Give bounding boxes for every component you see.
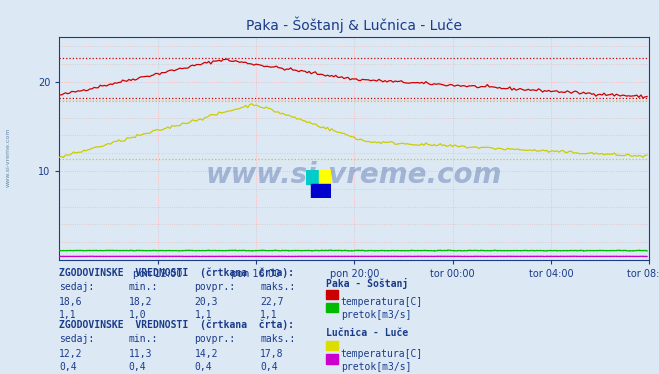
Text: 1,1: 1,1 <box>260 310 278 321</box>
Text: www.si-vreme.com: www.si-vreme.com <box>5 127 11 187</box>
Title: Paka - Šoštanj & Lučnica - Luče: Paka - Šoštanj & Lučnica - Luče <box>246 17 462 33</box>
Text: ZGODOVINSKE  VREDNOSTI  (črtkana  črta):: ZGODOVINSKE VREDNOSTI (črtkana črta): <box>59 267 295 278</box>
Text: sedaj:: sedaj: <box>59 334 94 344</box>
Text: 0,4: 0,4 <box>129 362 146 372</box>
Bar <box>319 170 331 184</box>
Text: 0,4: 0,4 <box>59 362 77 372</box>
Text: 11,3: 11,3 <box>129 349 152 359</box>
Text: maks.:: maks.: <box>260 334 295 344</box>
Text: pretok[m3/s]: pretok[m3/s] <box>341 310 411 321</box>
Text: Lučnica - Luče: Lučnica - Luče <box>326 328 409 338</box>
Text: 17,8: 17,8 <box>260 349 284 359</box>
Text: www.si-vreme.com: www.si-vreme.com <box>206 161 502 189</box>
Text: min.:: min.: <box>129 282 158 292</box>
Text: 1,0: 1,0 <box>129 310 146 321</box>
Text: 18,2: 18,2 <box>129 297 152 307</box>
Text: 20,3: 20,3 <box>194 297 218 307</box>
Text: min.:: min.: <box>129 334 158 344</box>
Text: 0,4: 0,4 <box>194 362 212 372</box>
Text: 14,2: 14,2 <box>194 349 218 359</box>
Text: temperatura[C]: temperatura[C] <box>341 349 423 359</box>
Text: maks.:: maks.: <box>260 282 295 292</box>
Bar <box>306 170 319 184</box>
Text: pretok[m3/s]: pretok[m3/s] <box>341 362 411 372</box>
Text: 1,1: 1,1 <box>59 310 77 321</box>
Bar <box>312 184 331 198</box>
Text: 12,2: 12,2 <box>59 349 83 359</box>
Text: sedaj:: sedaj: <box>59 282 94 292</box>
Text: temperatura[C]: temperatura[C] <box>341 297 423 307</box>
Text: ZGODOVINSKE  VREDNOSTI  (črtkana  črta):: ZGODOVINSKE VREDNOSTI (črtkana črta): <box>59 320 295 330</box>
Text: 1,1: 1,1 <box>194 310 212 321</box>
Text: povpr.:: povpr.: <box>194 334 235 344</box>
Text: povpr.:: povpr.: <box>194 282 235 292</box>
Text: 18,6: 18,6 <box>59 297 83 307</box>
Text: 22,7: 22,7 <box>260 297 284 307</box>
Text: Paka - Šoštanj: Paka - Šoštanj <box>326 277 409 289</box>
Text: 0,4: 0,4 <box>260 362 278 372</box>
